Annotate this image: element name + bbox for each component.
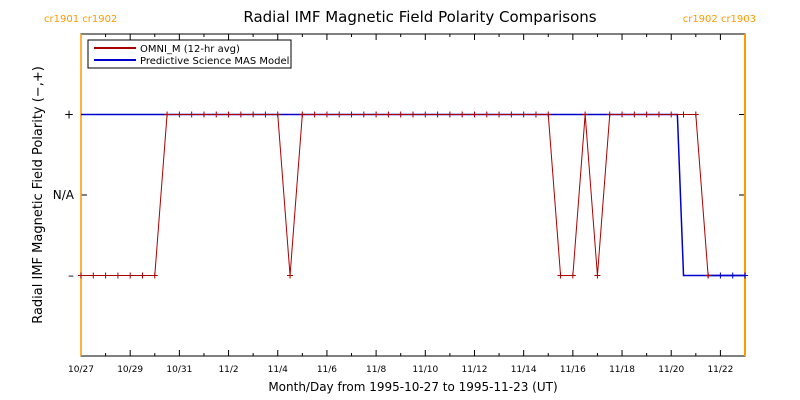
x-tick-label: 10/29: [117, 365, 143, 375]
data-point: [176, 111, 183, 118]
data-point: [606, 111, 613, 118]
data-point: [643, 111, 650, 118]
data-point: [569, 272, 576, 279]
data-point: [348, 111, 355, 118]
data-point: [742, 272, 748, 279]
y-tick-label: N/A: [53, 188, 75, 202]
data-point: [102, 272, 109, 279]
data-point: [78, 272, 84, 279]
data-point: [323, 111, 330, 118]
data-point: [582, 111, 589, 118]
data-point: [250, 111, 257, 118]
x-tick-label: 11/10: [412, 365, 438, 375]
data-point: [188, 111, 195, 118]
data-point: [705, 272, 712, 279]
data-point: [496, 111, 503, 118]
data-point: [594, 272, 601, 279]
data-point: [90, 272, 97, 279]
series-1: [81, 113, 745, 277]
data-point: [483, 111, 490, 118]
x-tick-label: 11/20: [658, 365, 684, 375]
data-point: [139, 272, 146, 279]
data-point: [262, 111, 269, 118]
x-tick-label: 11/22: [707, 365, 733, 375]
x-tick-label: 11/18: [609, 365, 635, 375]
data-point: [557, 272, 564, 279]
data-point: [274, 111, 281, 118]
x-tick-label: 11/6: [317, 365, 337, 375]
data-point: [692, 111, 699, 118]
carrington-right-label: cr1902 cr1903: [683, 14, 756, 25]
data-point: [200, 111, 207, 118]
x-tick-label: 10/27: [68, 365, 94, 375]
x-axis-label: Month/Day from 1995-10-27 to 1995-11-23 …: [268, 380, 557, 394]
data-point: [151, 272, 158, 279]
carrington-left-label: cr1901 cr1902: [44, 14, 117, 25]
data-point: [410, 111, 416, 118]
x-tick-label: 11/4: [268, 365, 288, 375]
series-line: [81, 113, 745, 277]
y-tick-labels: + N/A –: [53, 108, 75, 283]
data-point: [446, 111, 453, 118]
data-point: [213, 111, 220, 118]
plot-frame: [80, 33, 746, 357]
data-point: [717, 272, 724, 279]
data-point: [397, 111, 404, 118]
y-tick-label: +: [64, 108, 74, 122]
data-point: [532, 111, 539, 118]
data-point: [545, 111, 552, 118]
data-point: [225, 111, 232, 118]
data-point: [508, 111, 515, 118]
data-point: [631, 111, 638, 118]
data-point: [422, 111, 429, 118]
x-tick-label: 11/8: [366, 365, 386, 375]
data-point: [520, 111, 527, 118]
x-tick-label: 11/12: [462, 365, 488, 375]
data-point: [287, 272, 294, 279]
data-point: [385, 111, 392, 118]
series-line: [81, 114, 709, 276]
data-point: [336, 111, 343, 118]
data-point: [680, 111, 687, 118]
series-0: [78, 111, 712, 279]
y-axis-label: Radial IMF Magnetic Field Polarity (−,+): [31, 66, 46, 324]
data-point: [311, 111, 318, 118]
x-tick-label: 11/2: [218, 365, 238, 375]
chart-title: Radial IMF Magnetic Field Polarity Compa…: [243, 8, 596, 26]
data-point: [373, 111, 380, 118]
data-point: [114, 272, 121, 279]
x-tick-labels: 10/27 10/29 10/31 11/2 11/4 11/6 11/8 11/10 11/1…: [68, 365, 733, 375]
x-tick-label: 11/16: [560, 365, 586, 375]
data-point: [668, 111, 675, 118]
data-point: [729, 272, 736, 279]
data-point: [471, 111, 478, 118]
data-point: [299, 111, 306, 118]
data-point: [655, 111, 662, 118]
series-2: [705, 272, 748, 279]
x-tick-label: 11/14: [511, 365, 537, 375]
data-point: [434, 111, 441, 118]
data-point: [360, 111, 367, 118]
data-point: [164, 111, 171, 118]
legend: OMNI_M (12-hr avg) Predictive Science MA…: [87, 39, 292, 69]
x-tick-label: 10/31: [166, 365, 192, 375]
series-group: [78, 111, 748, 279]
data-point: [237, 111, 244, 118]
data-point: [619, 111, 626, 118]
legend-box: [87, 39, 292, 69]
legend-label-omni: OMNI_M (12-hr avg): [140, 44, 240, 55]
carrington-lines: [80, 34, 746, 356]
data-point: [459, 111, 466, 118]
axis-ticks: [80, 34, 746, 356]
y-tick-label: –: [68, 269, 74, 283]
legend-label-mas: Predictive Science MAS Model: [140, 56, 289, 67]
data-point: [127, 272, 134, 279]
